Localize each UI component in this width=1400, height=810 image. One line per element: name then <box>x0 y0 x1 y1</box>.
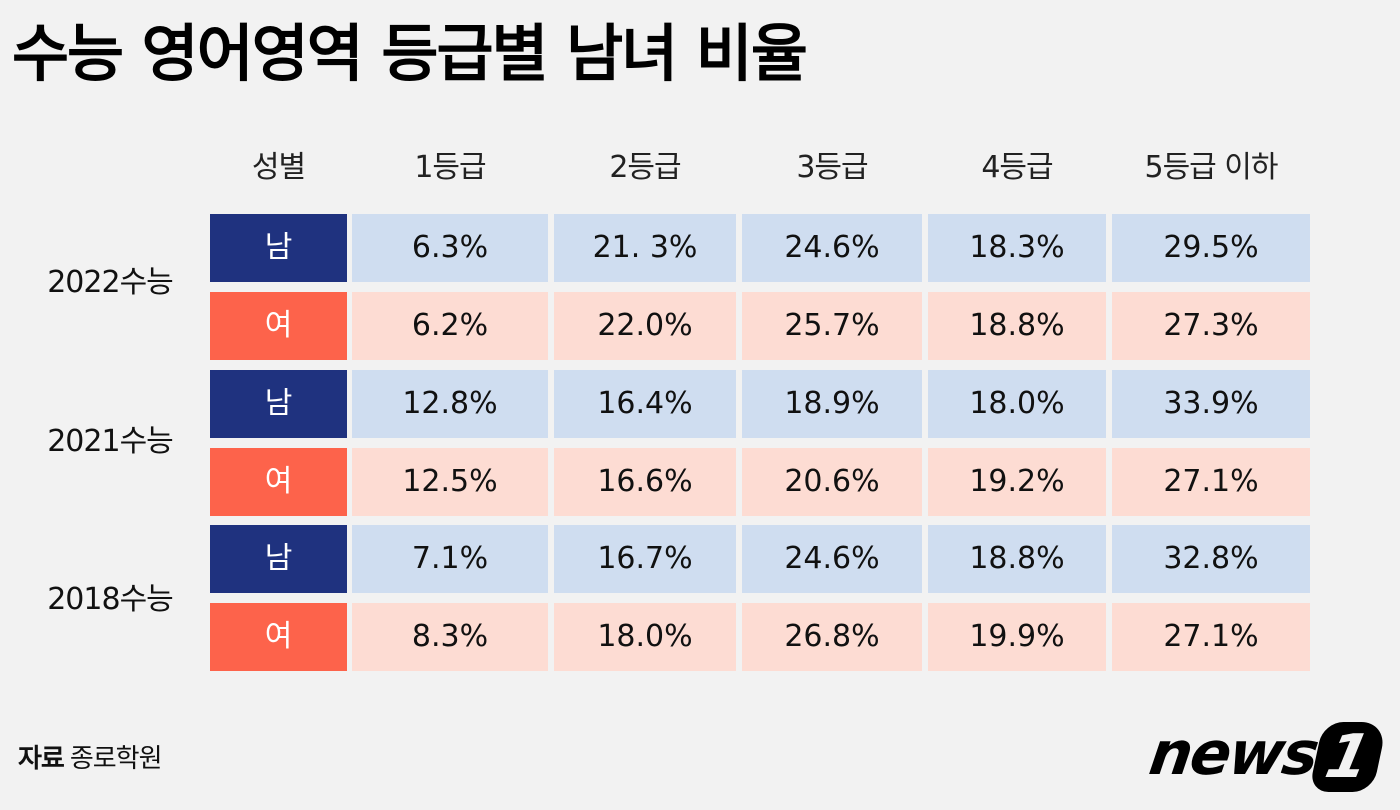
news1-logo-icon: news 1 <box>1145 719 1390 792</box>
table-cell: 27.1% <box>1112 603 1310 671</box>
gender-label-female: 여 <box>210 603 347 671</box>
table-cell: 33.9% <box>1112 370 1310 438</box>
table-cell: 6.2% <box>352 292 548 360</box>
table-cell: 12.8% <box>352 370 548 438</box>
group-label: 2022수능 <box>47 265 174 300</box>
gender-label-female: 여 <box>210 292 347 360</box>
table-cell: 18.0% <box>554 603 736 671</box>
table-cell: 18.8% <box>928 292 1106 360</box>
table-cell: 8.3% <box>352 603 548 671</box>
table-cell: 6.3% <box>352 214 548 282</box>
table-cell: 16.4% <box>554 370 736 438</box>
table-cell: 20.6% <box>742 448 922 516</box>
table-cell: 18.0% <box>928 370 1106 438</box>
table-cell: 7.1% <box>352 525 548 593</box>
chart-title: 수능 영어영역 등급별 남녀 비율 <box>12 17 808 90</box>
header-gender: 성별 <box>251 150 306 185</box>
table-cell: 32.8% <box>1112 525 1310 593</box>
table-cell: 24.6% <box>742 214 922 282</box>
group-label: 2018수능 <box>47 582 174 617</box>
header-grade-2: 2등급 <box>609 150 681 185</box>
header-grade-1: 1등급 <box>414 150 486 185</box>
table-header: 성별 1등급 2등급 3등급 4등급 5등급 이하 <box>0 146 1400 190</box>
table-cell: 19.9% <box>928 603 1106 671</box>
table-cell: 21. 3% <box>554 214 736 282</box>
logo-badge-number: 1 <box>1319 722 1377 792</box>
table-cell: 18.3% <box>928 214 1106 282</box>
source-value: 종로학원 <box>69 744 163 774</box>
table-cell: 27.1% <box>1112 448 1310 516</box>
table-cell: 29.5% <box>1112 214 1310 282</box>
header-grade-3: 3등급 <box>796 150 868 185</box>
gender-label-male: 남 <box>210 214 347 282</box>
gender-label-male: 남 <box>210 525 347 593</box>
table-cell: 24.6% <box>742 525 922 593</box>
gender-label-male: 남 <box>210 370 347 438</box>
header-grade-5-below: 5등급 이하 <box>1144 150 1278 185</box>
table-cell: 18.8% <box>928 525 1106 593</box>
table-cell: 22.0% <box>554 292 736 360</box>
logo-badge: 1 <box>1308 722 1388 792</box>
gender-label-female: 여 <box>210 448 347 516</box>
group-label: 2021수능 <box>47 424 174 459</box>
table-cell: 12.5% <box>352 448 548 516</box>
table-cell: 27.3% <box>1112 292 1310 360</box>
table-cell: 25.7% <box>742 292 922 360</box>
table-cell: 26.8% <box>742 603 922 671</box>
header-grade-4: 4등급 <box>981 150 1053 185</box>
table-cell: 18.9% <box>742 370 922 438</box>
source-credit: 자료 종로학원 <box>18 738 163 775</box>
table-cell: 19.2% <box>928 448 1106 516</box>
table-cell: 16.7% <box>554 525 736 593</box>
table-cell: 16.6% <box>554 448 736 516</box>
logo-text: news <box>1145 719 1322 789</box>
source-label: 자료 <box>18 744 65 774</box>
